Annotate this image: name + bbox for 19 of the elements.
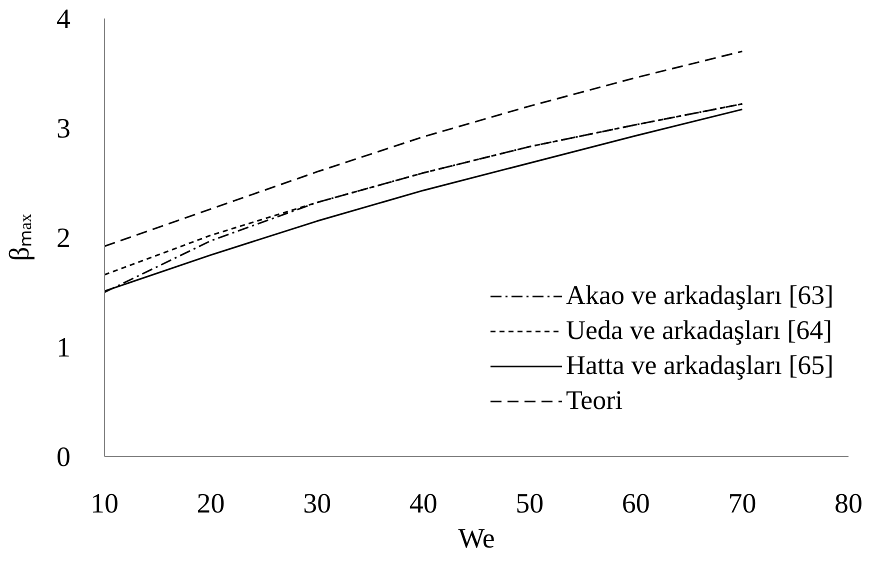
legend-label: Teori bbox=[566, 385, 623, 416]
x-tick-label: 60 bbox=[622, 488, 650, 520]
x-tick-label: 50 bbox=[516, 488, 544, 520]
x-tick-label: 20 bbox=[196, 488, 225, 520]
legend-label: Akao ve arkadaşları [63] bbox=[566, 280, 834, 311]
x-axis-title: We bbox=[458, 524, 495, 554]
x-tick-label: 80 bbox=[834, 488, 862, 520]
x-tick-label: 30 bbox=[303, 488, 332, 520]
y-tick-label: 2 bbox=[56, 223, 70, 254]
y-axis-title: βₘₐₓ bbox=[4, 213, 36, 262]
y-tick-label: 3 bbox=[56, 114, 70, 144]
y-tick-label: 1 bbox=[56, 332, 70, 364]
x-tick-label: 40 bbox=[409, 488, 438, 520]
y-tick-label: 0 bbox=[56, 442, 70, 473]
y-tick-label: 4 bbox=[56, 4, 70, 35]
legend-label: Ueda ve arkadaşları [64] bbox=[566, 315, 832, 346]
x-tick-label: 10 bbox=[90, 488, 118, 520]
legend-label: Hatta ve arkadaşları [65] bbox=[566, 350, 834, 381]
x-tick-label: 70 bbox=[728, 488, 756, 520]
